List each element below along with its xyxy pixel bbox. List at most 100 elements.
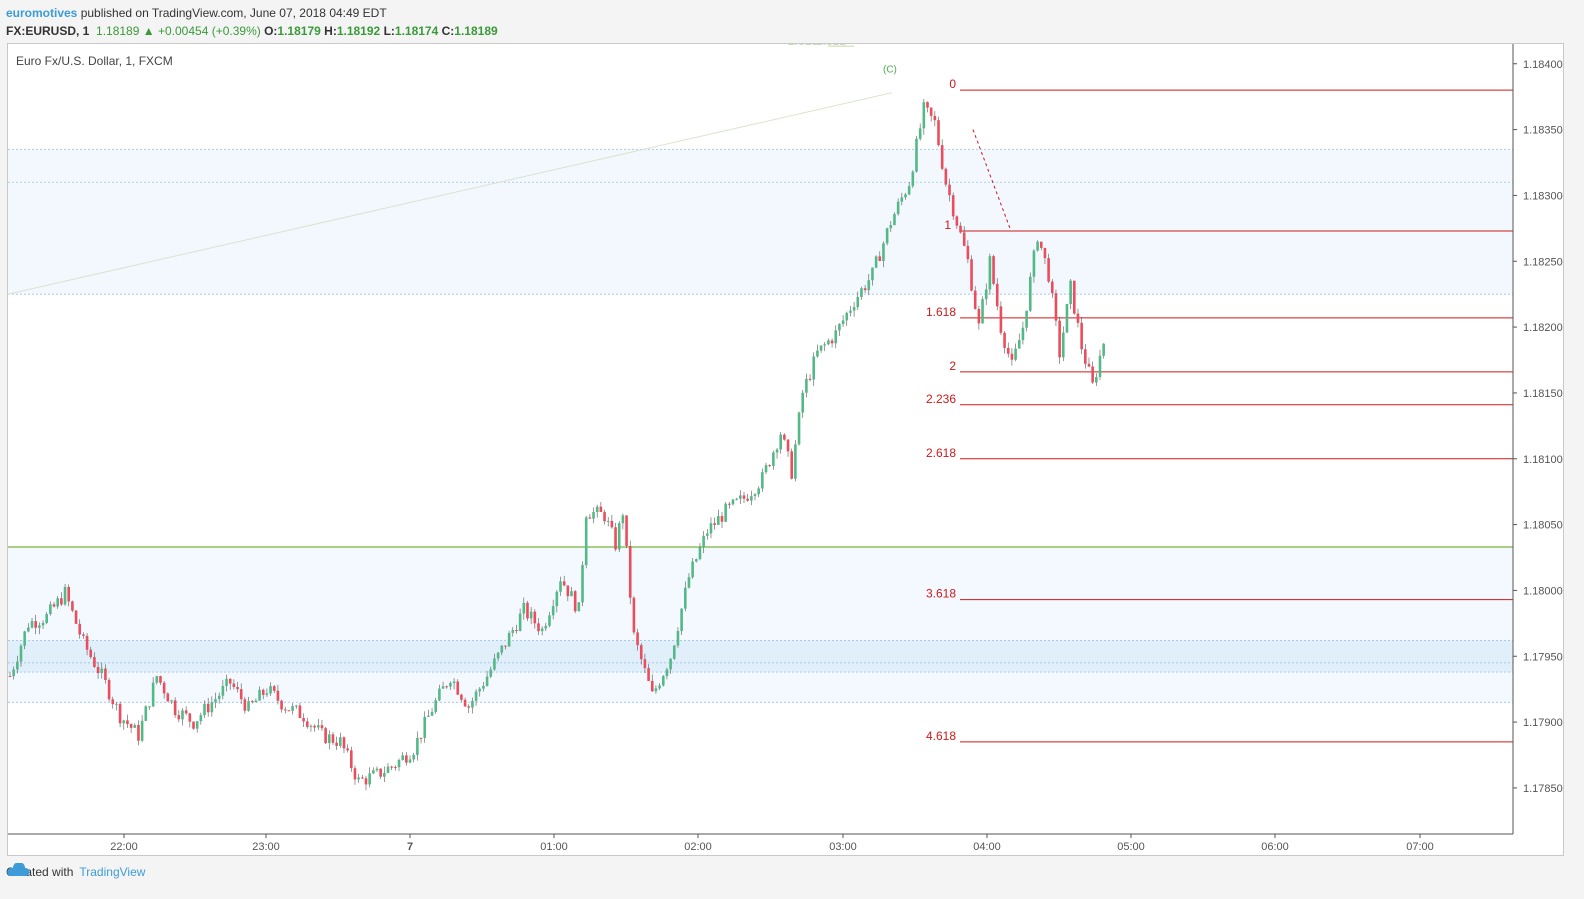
candle-body: [628, 546, 632, 598]
candle-body: [801, 392, 805, 413]
candle-body: [8, 676, 12, 677]
candle-body: [893, 214, 896, 226]
high-label: H:: [324, 24, 337, 38]
candle-body: [129, 724, 133, 728]
candle-body: [485, 676, 489, 686]
chart-title: Euro Fx/U.S. Dollar, 1, FXCM: [16, 54, 173, 68]
candle-body: [614, 527, 617, 550]
chart-container[interactable]: Euro Fx/U.S. Dollar, 1, FXCM (C) 6.6185.6…: [7, 43, 1564, 856]
candle-body: [992, 256, 995, 284]
price-tick-label: 1.18150: [1523, 388, 1563, 400]
candle-body: [210, 702, 214, 713]
candle-body: [515, 629, 518, 631]
candle-body: [1098, 355, 1102, 377]
close-value: 1.18189: [454, 24, 498, 38]
candle-body: [309, 725, 313, 727]
candle-body: [302, 718, 305, 722]
up-arrow-icon: ▲: [142, 24, 155, 38]
candle-body: [783, 434, 786, 440]
support-zone: [8, 546, 1513, 703]
candle-body: [1065, 304, 1069, 333]
close-label: C:: [441, 24, 455, 38]
fib-level-label: 1: [944, 218, 951, 232]
candle-body: [203, 703, 206, 716]
time-tick-label: 03:00: [829, 841, 857, 853]
candle-body: [383, 772, 386, 777]
price-tick-label: 1.17950: [1523, 651, 1563, 663]
candle-body: [526, 602, 529, 619]
candle-body: [636, 632, 639, 646]
author-link[interactable]: euromotives: [6, 6, 78, 20]
candle-body: [929, 107, 933, 116]
candle-body: [137, 725, 140, 741]
candle-body: [812, 356, 816, 380]
candle-body: [981, 299, 984, 324]
candle-body: [922, 102, 926, 129]
candle-body: [698, 547, 702, 560]
candle-body: [445, 686, 449, 688]
fib-green-label: 0.618: [816, 44, 846, 48]
candle-body: [775, 449, 779, 453]
candle-body: [45, 614, 48, 623]
candle-body: [650, 680, 654, 692]
candle-body: [269, 686, 272, 694]
candle-body: [265, 693, 269, 695]
candle-body: [258, 689, 261, 701]
candle-body: [221, 685, 225, 696]
candle-body: [195, 721, 199, 729]
candle-body: [327, 734, 331, 744]
candle-body: [665, 669, 669, 677]
candle-body: [100, 668, 104, 674]
time-tick-label: 22:00: [110, 841, 138, 853]
candle-body: [772, 452, 775, 467]
candle-body: [78, 623, 82, 635]
price-tick-label: 1.18350: [1523, 125, 1563, 137]
candle-body: [827, 340, 830, 345]
candle-body: [236, 686, 239, 690]
wave-label-c: (C): [883, 64, 897, 75]
candle-body: [706, 533, 709, 536]
candle-body: [441, 686, 445, 689]
tradingview-link[interactable]: TradingView: [7, 863, 146, 881]
chart-header: euromotives published on TradingView.com…: [6, 4, 498, 40]
published-text: published on TradingView.com, June 07, 2…: [77, 6, 387, 20]
candle-body: [272, 686, 276, 691]
candle-body: [984, 289, 988, 300]
candle-body: [1028, 276, 1032, 311]
candle-body: [471, 700, 474, 708]
candle-body: [742, 495, 746, 499]
price-chart[interactable]: Euro Fx/U.S. Dollar, 1, FXCM (C) 6.6185.6…: [8, 44, 1563, 855]
price-tick-label: 1.17900: [1523, 717, 1563, 729]
candle-body: [339, 737, 342, 746]
candle-body: [753, 494, 757, 497]
candle-body: [849, 310, 852, 313]
candle-body: [291, 706, 294, 711]
candle-body: [405, 755, 408, 763]
candle-body: [683, 587, 687, 609]
candle-body: [34, 621, 37, 628]
candle-body: [988, 256, 992, 290]
candle-body: [845, 312, 849, 321]
candle-body: [577, 602, 581, 612]
candle-body: [731, 499, 735, 505]
candle-body: [261, 689, 265, 695]
time-tick-label: 7: [407, 841, 413, 853]
candle-body: [504, 645, 507, 647]
fib-level-label: 2: [949, 359, 956, 373]
candle-body: [1017, 340, 1021, 349]
tradingview-label: TradingView: [79, 865, 146, 879]
price-tick-label: 1.18250: [1523, 256, 1563, 268]
candle-body: [159, 676, 162, 683]
candle-body: [460, 694, 463, 700]
candle-body: [361, 777, 364, 779]
candle-body: [816, 350, 819, 357]
candle-body: [107, 679, 111, 700]
candle-body: [280, 700, 283, 710]
candle-body: [63, 586, 67, 605]
candle-body: [896, 201, 900, 215]
candle-body: [713, 523, 716, 525]
high-value: 1.18192: [336, 24, 381, 38]
candle-body: [728, 503, 731, 505]
candle-body: [412, 754, 415, 760]
candle-body: [115, 703, 118, 705]
